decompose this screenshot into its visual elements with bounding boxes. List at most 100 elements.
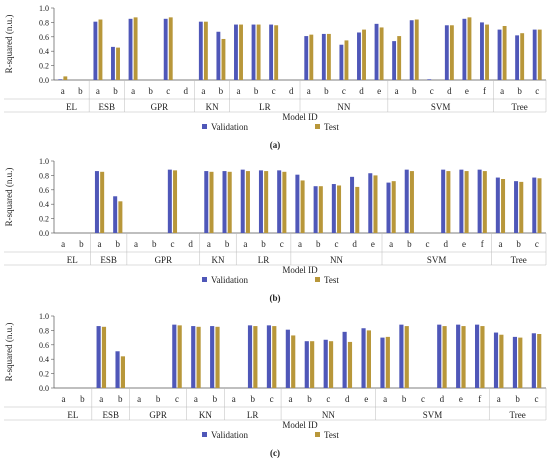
- panel-3-model-id-label: b: [402, 394, 407, 404]
- panel-2-bar-validation: [477, 169, 482, 233]
- panel-3-bar-validation: [531, 333, 536, 388]
- panel-3-bar-test: [328, 341, 334, 388]
- panel-1-model-id-label: f: [483, 86, 486, 96]
- panel-2-bar-validation: [204, 171, 209, 233]
- panel-1-model-id-label: b: [324, 86, 329, 96]
- panel-2-bar-validation: [368, 173, 373, 233]
- panel-2-legend-swatch-test: [315, 277, 320, 282]
- panel-2-ytick-label: 0.8: [39, 171, 49, 180]
- panel-3-bar-test: [253, 326, 258, 388]
- panel-3-bar-validation: [399, 324, 404, 388]
- panel-1-bar-validation: [409, 20, 414, 81]
- panel-1-group-label: SVM: [431, 102, 451, 112]
- panel-2-bar-test: [373, 175, 378, 233]
- panel-1-bar-validation: [462, 18, 467, 80]
- panel-1-bar-validation: [111, 46, 115, 80]
- panel-2-x-axis-title: Model ID: [282, 265, 318, 275]
- panel-2-bar-test: [245, 171, 250, 233]
- panel-2-bar-test: [337, 185, 342, 233]
- panel-1-bar-test: [362, 29, 366, 81]
- panel-2-group-label: KN: [212, 255, 225, 265]
- panel-3-bar-test: [385, 336, 390, 388]
- panel-3-bar-test: [442, 326, 447, 388]
- panel-1-bar-test: [309, 34, 314, 80]
- panel-2-model-id-label: a: [61, 239, 65, 249]
- panel-3-bar-test: [120, 356, 125, 388]
- panel-2-bar-validation: [240, 169, 245, 233]
- panel-2-bar-validation: [277, 170, 282, 233]
- panel-3-bar-test: [461, 326, 466, 388]
- panel-3-bar-validation: [172, 324, 177, 388]
- panel-2-bar-validation: [113, 196, 118, 233]
- panel-1-ytick-label: 0.8: [39, 18, 49, 27]
- panel-2-bar-validation: [459, 169, 464, 233]
- panel-1-model-id-label: d: [184, 86, 189, 96]
- panel-1-group-label: ESB: [98, 102, 115, 112]
- panel-2-model-id-label: b: [152, 239, 157, 249]
- panel-3-model-id-label: b: [156, 394, 161, 404]
- panel-2-model-id-label: c: [535, 239, 539, 249]
- panel-1-bar-test: [344, 40, 349, 80]
- panel-2-model-id-label: c: [334, 239, 338, 249]
- panel-3-bar-validation: [115, 351, 120, 388]
- panel-1-model-id-label: a: [395, 86, 399, 96]
- panel-2-group-label: ESB: [100, 255, 117, 265]
- panel-1-legend-swatch-validation: [202, 124, 207, 129]
- panel-2-bar-test: [100, 171, 105, 233]
- panel-1-bar-test: [274, 25, 279, 81]
- panel-3-ytick-label: 0.0: [39, 384, 49, 393]
- panel-1-bar-validation: [339, 44, 344, 80]
- panel-3-ytick-label: 0.2: [39, 370, 49, 379]
- panel-1-model-id-label: b: [148, 86, 153, 96]
- panel-2-bar-validation: [386, 182, 391, 233]
- panel-3-bar-validation: [191, 326, 196, 388]
- panel-1-bar-validation: [497, 29, 502, 81]
- panel-3-model-id-label: b: [307, 394, 312, 404]
- panel-2-bar-validation: [94, 171, 99, 233]
- panel-3-legend-label-validation: Validation: [211, 430, 248, 440]
- panel-1-bar-validation: [321, 33, 326, 80]
- panel-2-model-id-label: a: [134, 239, 138, 249]
- panel-1-bar-test: [537, 29, 542, 81]
- panel-2-model-id-label: d: [352, 239, 357, 249]
- panel-1-bar-test: [203, 21, 208, 80]
- panel-1-ytick-label: 0.2: [39, 62, 49, 71]
- panel-2-ytick-label: 0.6: [39, 186, 49, 195]
- panel-3-bar-validation: [304, 341, 309, 388]
- panel-1-bar-test: [256, 24, 261, 81]
- panel-3-bar-test: [196, 326, 201, 388]
- panel-3-model-id-label: a: [61, 394, 65, 404]
- panel-2-model-id-label: b: [407, 239, 412, 249]
- panel-3-bar-validation: [380, 337, 385, 388]
- panel-2-group-label: SVM: [427, 255, 447, 265]
- panel-3-bar-validation: [475, 324, 480, 388]
- panel-1-bar-test: [449, 25, 454, 81]
- panel-1-model-id-label: a: [131, 86, 135, 96]
- panel-2-bar-validation: [514, 181, 519, 233]
- panel-3-group-label: EL: [67, 410, 78, 420]
- panel-2-model-id-label: a: [243, 239, 247, 249]
- panel-3-model-id-label: b: [250, 394, 255, 404]
- panel-3-ytick-label: 0.4: [39, 355, 49, 364]
- panel-2-model-id-label: b: [116, 239, 121, 249]
- panel-3-model-id-label: a: [383, 394, 387, 404]
- panel-1-model-id-label: c: [272, 86, 276, 96]
- panel-2-bar-validation: [350, 176, 355, 233]
- panel-3-model-id-label: b: [213, 394, 218, 404]
- panel-1-bar-validation: [532, 29, 537, 81]
- panel-2-label: (b): [270, 293, 281, 303]
- panel-3-group-label: GPR: [149, 410, 167, 420]
- panel-2-group-label: LR: [258, 255, 270, 265]
- panel-1-legend-swatch-test: [315, 124, 320, 129]
- panel-1-ytick-label: 0.0: [39, 76, 49, 85]
- panel-2-model-id-label: b: [79, 239, 84, 249]
- panel-3-model-id-label: b: [118, 394, 123, 404]
- panel-3-y-axis-title: R-squared (n.u.): [4, 323, 14, 382]
- panel-1-model-id-label: e: [465, 86, 469, 96]
- panel-2-model-id-label: f: [481, 239, 484, 249]
- panel-1-bar-validation: [304, 36, 309, 80]
- panel-3-bar-validation: [266, 325, 272, 388]
- panel-3-ytick-label: 0.6: [39, 341, 49, 350]
- panel-1-bar-test: [98, 19, 103, 80]
